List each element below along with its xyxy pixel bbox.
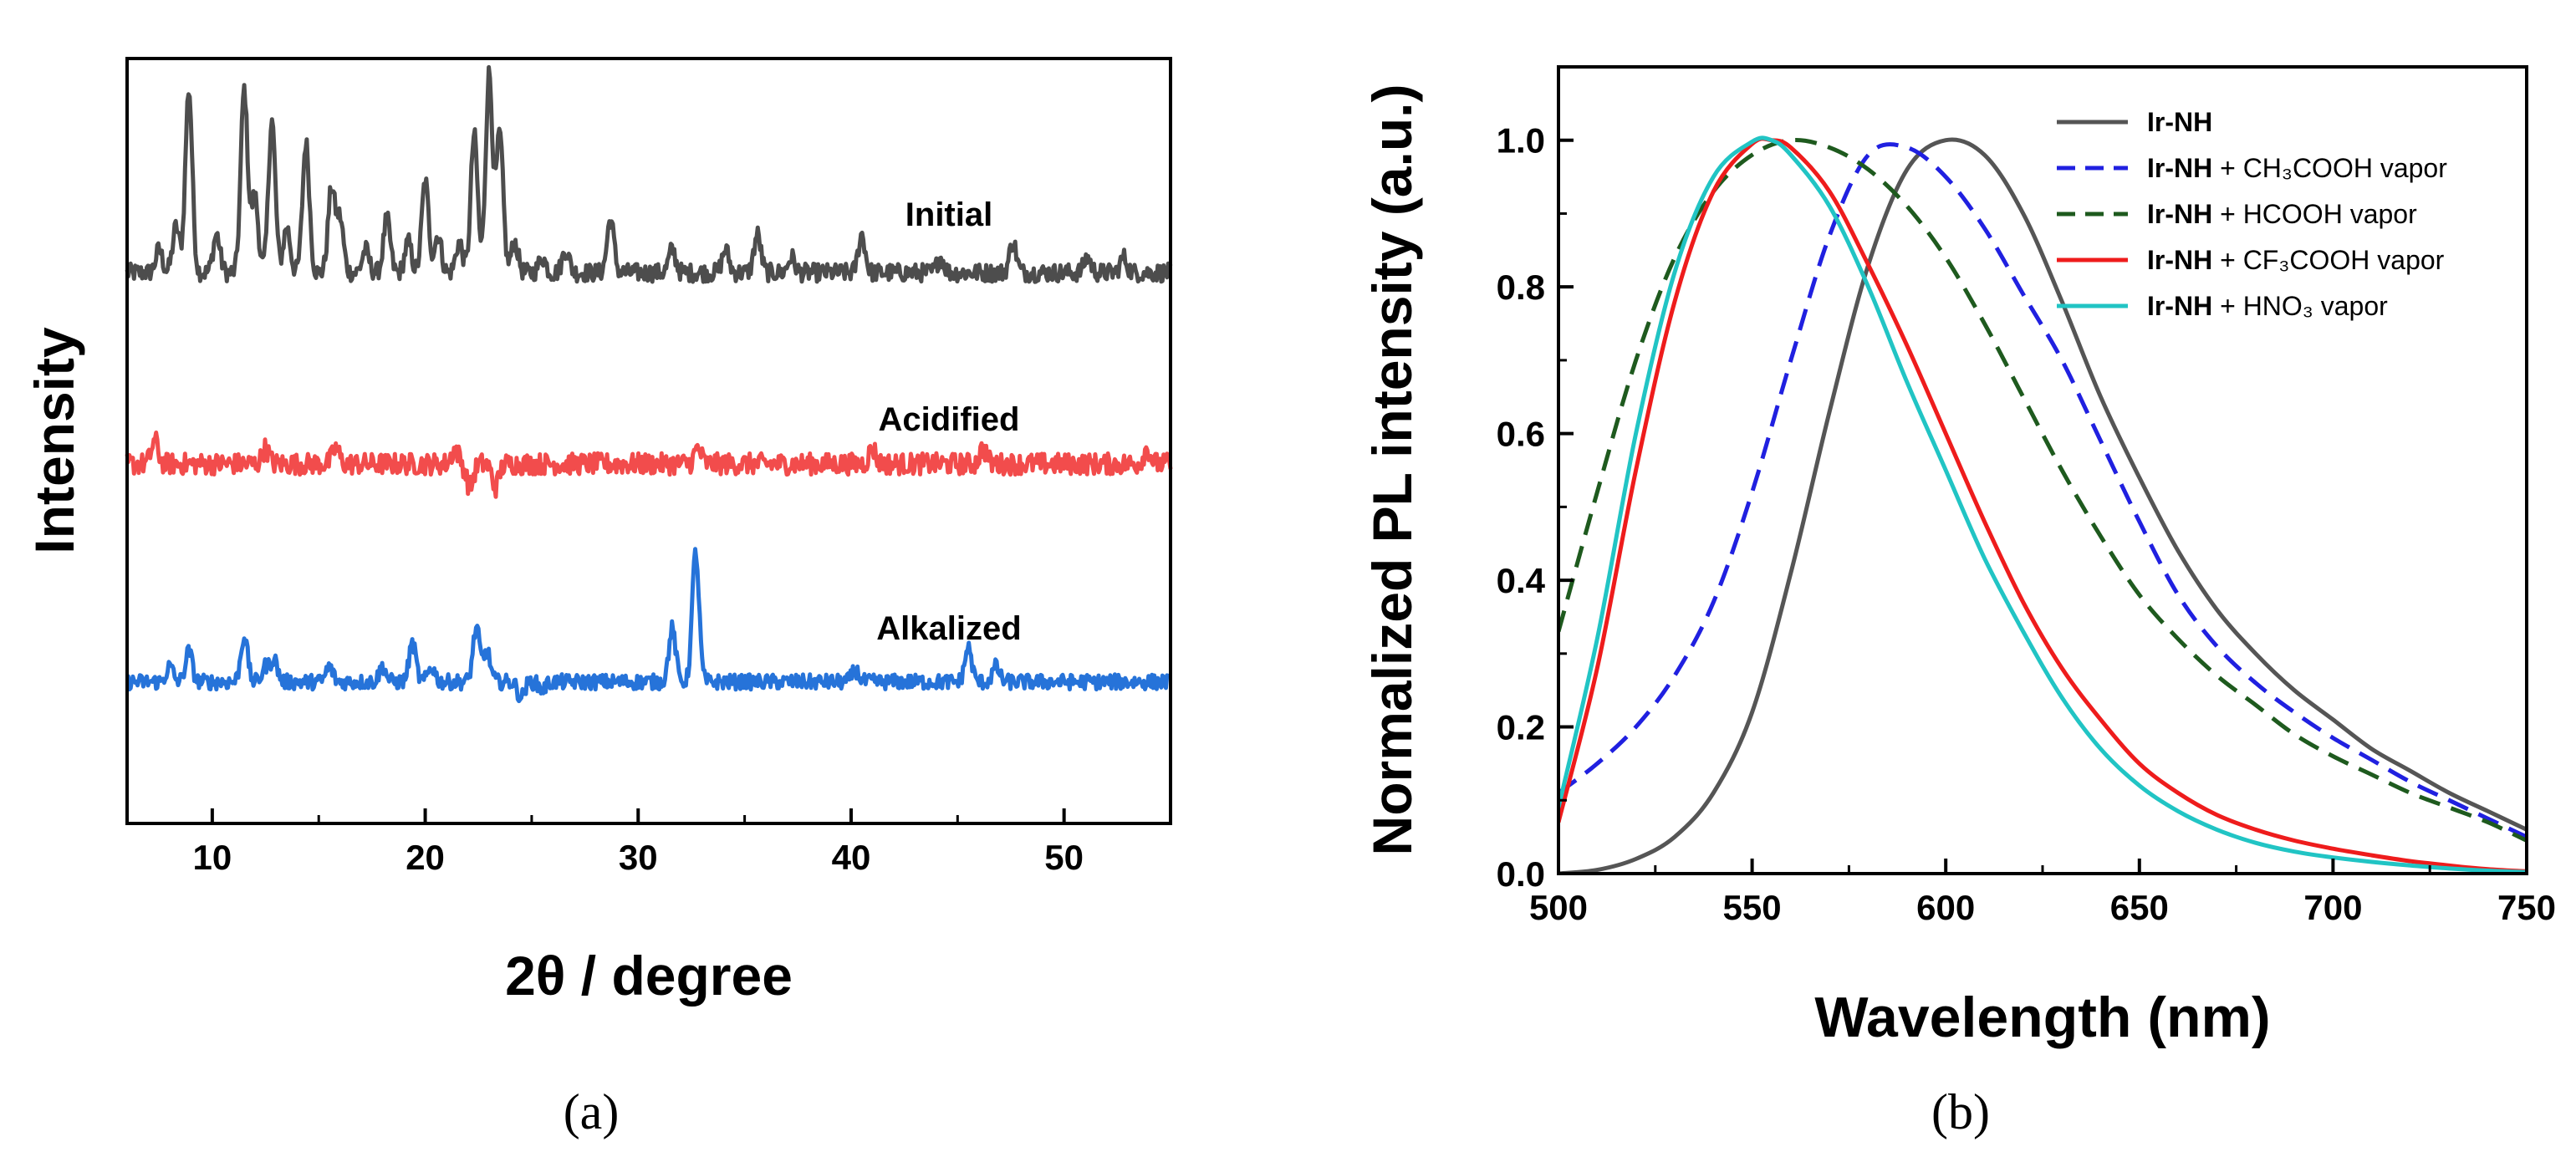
legend-entry-2: Ir-NH + HCOOH vapor [2147, 199, 2417, 229]
legend-entry-3: Ir-NH + CF₃COOH vapor [2147, 245, 2445, 275]
pl-x-tick-label: 600 [1916, 888, 1975, 927]
legend-entry-condition: + CH₃COOH vapor [2212, 153, 2447, 183]
pl-y-tick-label: 0.6 [1497, 415, 1545, 454]
legend-entry-condition: + CF₃COOH vapor [2212, 245, 2444, 275]
xrd-panel: 10 20 30 40 50 Initial Acidified Alkalized 2θ … [23, 57, 1173, 1139]
pl-y-tick-label: 0.2 [1497, 708, 1545, 747]
legend-entry-0: Ir-NH [2147, 107, 2212, 137]
pl-x-axis-title: Wavelength (nm) [1814, 986, 2270, 1049]
xrd-x-axis-title: 2θ / degree [505, 945, 793, 1007]
pl-trace-0 [1558, 137, 2527, 874]
legend-entry-compound: Ir-NH [2147, 153, 2212, 183]
pl-trace-3 [1558, 136, 2527, 874]
legend-entry-condition: + HNO₃ vapor [2212, 291, 2388, 321]
pl-y-tick-label: 0.0 [1497, 854, 1545, 894]
xrd-label-initial: Initial [905, 196, 992, 233]
legend-entry-4: Ir-NH + HNO₃ vapor [2147, 291, 2388, 321]
xrd-plot-frame [125, 57, 1172, 825]
panel-label-b: (b) [1931, 1084, 1990, 1139]
pl-trace-1 [1558, 142, 2527, 839]
pl-x-ticks: 500 550 600 650 700 750 [1529, 859, 2556, 927]
legend-entry-compound: Ir-NH [2147, 291, 2212, 321]
legend-entry-compound: Ir-NH [2147, 245, 2212, 275]
legend-entry-condition: + HCOOH vapor [2212, 199, 2417, 229]
xrd-label-acidified: Acidified [879, 401, 1020, 438]
xrd-x-tick-label: 10 [193, 838, 232, 877]
xrd-trace-alkalized [125, 547, 1172, 704]
xrd-trace-labels: Initial Acidified Alkalized [876, 196, 1021, 647]
xrd-y-axis-title: Intensity [23, 327, 85, 554]
pl-x-tick-label: 500 [1529, 888, 1588, 927]
legend-entry-1: Ir-NH + CH₃COOH vapor [2147, 153, 2447, 183]
panel-label-a: (a) [564, 1084, 620, 1139]
xrd-x-tick-label: 30 [619, 838, 658, 877]
pl-y-ticks: 0.0 0.2 0.4 0.6 0.8 1.0 [1497, 65, 1574, 894]
pl-trace-2 [1558, 137, 2527, 843]
pl-x-tick-label: 750 [2497, 888, 2556, 927]
pl-spectra-panel: 500 550 600 650 700 750 0.0 0.2 0.4 0.6 0.8 1.0 Ir… [1361, 65, 2556, 1139]
pl-x-tick-label: 700 [2303, 888, 2362, 927]
pl-traces [1558, 135, 2527, 874]
xrd-x-ticks: 10 20 30 40 50 [193, 808, 1084, 877]
legend-entry-compound: Ir-NH [2147, 107, 2212, 137]
pl-y-tick-label: 0.4 [1497, 561, 1546, 600]
xrd-x-tick-label: 20 [406, 838, 445, 877]
pl-x-tick-label: 650 [2110, 888, 2169, 927]
pl-x-tick-label: 550 [1723, 888, 1782, 927]
pl-y-tick-label: 0.8 [1497, 268, 1545, 307]
legend-entry-compound: Ir-NH [2147, 199, 2212, 229]
xrd-x-tick-label: 50 [1044, 838, 1084, 877]
xrd-x-tick-label: 40 [832, 838, 871, 877]
pl-y-axis-title: Normalized PL intensity (a.u.) [1361, 84, 1423, 856]
xrd-trace-initial [125, 64, 1173, 284]
pl-y-tick-label: 1.0 [1497, 121, 1545, 161]
pl-trace-4 [1558, 135, 2527, 874]
xrd-trace-acidified [125, 431, 1173, 499]
xrd-label-alkalized: Alkalized [876, 610, 1021, 647]
xrd-traces [125, 64, 1173, 704]
